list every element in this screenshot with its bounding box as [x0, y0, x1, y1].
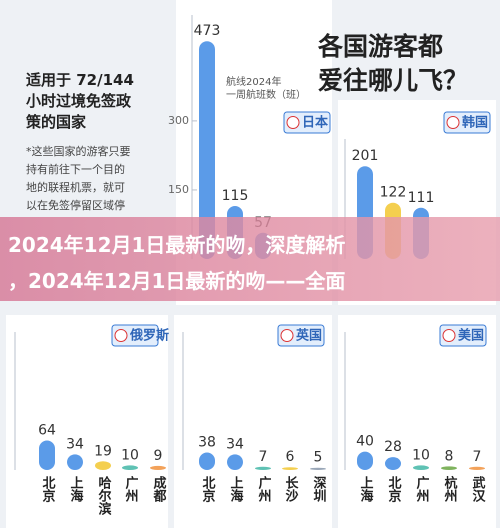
value-label: 19 [94, 443, 112, 459]
value-label: 34 [226, 436, 244, 452]
line: 以在免签停留区域停 [26, 199, 125, 212]
flag-icon [442, 329, 456, 342]
line: 适用于 72/144 [26, 71, 134, 89]
value-label: 10 [121, 447, 139, 463]
bar [67, 454, 83, 470]
value-label: 28 [384, 439, 402, 455]
category-label: 北京 [40, 476, 56, 503]
category-label: 北京 [200, 476, 216, 503]
bar [122, 465, 138, 470]
info-note: *这些国家的游客只要 持有前往下一个目的 地的联程机票，就可 以在免签停留区域停 [26, 143, 176, 215]
bar [310, 467, 326, 470]
panel [6, 315, 168, 528]
bar [255, 466, 271, 470]
value-label: 7 [259, 449, 268, 465]
country-label: 俄罗斯 [129, 328, 169, 344]
value-label: 201 [352, 148, 379, 164]
country-label: 美国 [458, 328, 484, 344]
y-tick-label: 150 [168, 183, 189, 196]
category-label: 上海 [228, 476, 244, 503]
value-label: 6 [286, 449, 295, 465]
info-box: 适用于 72/144 小时过境免签政 策的国家 *这些国家的游客只要 持有前往下… [26, 70, 176, 215]
category-label: 杭州 [442, 475, 459, 503]
header-title: 各国游客都 爱往哪儿飞？ [318, 30, 468, 98]
country-label: 韩国 [462, 115, 488, 131]
banner-line: 2024年12月1日最新的吻，深度解析 [8, 233, 346, 257]
bar [282, 467, 298, 470]
category-label: 武汉 [470, 475, 486, 503]
title-line: 各国游客都 [318, 32, 444, 61]
flag-icon [446, 116, 460, 129]
value-label: 7 [473, 449, 482, 465]
category-label: 广州 [414, 475, 431, 503]
bar [199, 452, 215, 470]
category-label: 上海 [358, 476, 374, 503]
line: 小时过境免签政 [26, 92, 132, 110]
y-tick-label: 300 [168, 114, 189, 127]
bar [357, 451, 373, 470]
category-label: 广州 [256, 475, 273, 503]
value-label: 111 [408, 190, 435, 206]
value-label: 10 [412, 447, 430, 463]
value-label: 5 [314, 450, 323, 466]
bar [150, 465, 166, 470]
category-label: 广州 [123, 475, 140, 503]
bar [39, 440, 55, 470]
value-label: 9 [154, 448, 163, 464]
line: *这些国家的游客只要 [26, 145, 131, 158]
bar [199, 41, 215, 259]
banner-line: ，2024年12月1日最新的吻——全面 [8, 269, 346, 293]
value-label: 122 [380, 185, 407, 201]
panel [338, 315, 496, 528]
category-label: 长沙 [283, 475, 299, 503]
category-label: 上海 [68, 476, 84, 503]
value-label: 64 [38, 423, 56, 439]
flag-icon [114, 329, 128, 342]
value-label: 34 [66, 436, 84, 452]
value-label: 473 [194, 23, 221, 39]
line: 一周航班数（班） [226, 90, 306, 101]
value-label: 8 [445, 448, 454, 464]
bar [413, 465, 429, 470]
value-label: 40 [356, 434, 374, 450]
flag-icon [280, 329, 294, 342]
value-label: 38 [198, 435, 216, 451]
category-label: 深圳 [311, 475, 327, 503]
banner: 2024年12月1日最新的吻，深度解析 ，2024年12月1日最新的吻——全面 [0, 217, 500, 301]
bar [95, 461, 111, 470]
line: 航线2024年 [226, 77, 282, 88]
category-label: 北京 [386, 476, 402, 503]
line: 地的联程机票，就可 [26, 181, 125, 194]
country-label: 日本 [302, 115, 328, 131]
bar [227, 454, 243, 470]
line: 策的国家 [26, 113, 87, 131]
annotation: 航线2024年 一周航班数（班） [226, 76, 306, 102]
value-label: 115 [222, 188, 249, 204]
category-label: 哈尔滨 [96, 475, 112, 516]
bar [385, 457, 401, 470]
category-label: 成都 [151, 475, 168, 503]
title-line: 爱往哪儿飞？ [318, 66, 469, 95]
line: 持有前往下一个目的 [26, 163, 125, 176]
flag-icon [286, 116, 300, 129]
panel [174, 315, 332, 528]
info-title: 适用于 72/144 小时过境免签政 策的国家 [26, 70, 176, 133]
bar [441, 466, 457, 470]
bar [469, 466, 485, 470]
country-label: 英国 [295, 328, 322, 344]
